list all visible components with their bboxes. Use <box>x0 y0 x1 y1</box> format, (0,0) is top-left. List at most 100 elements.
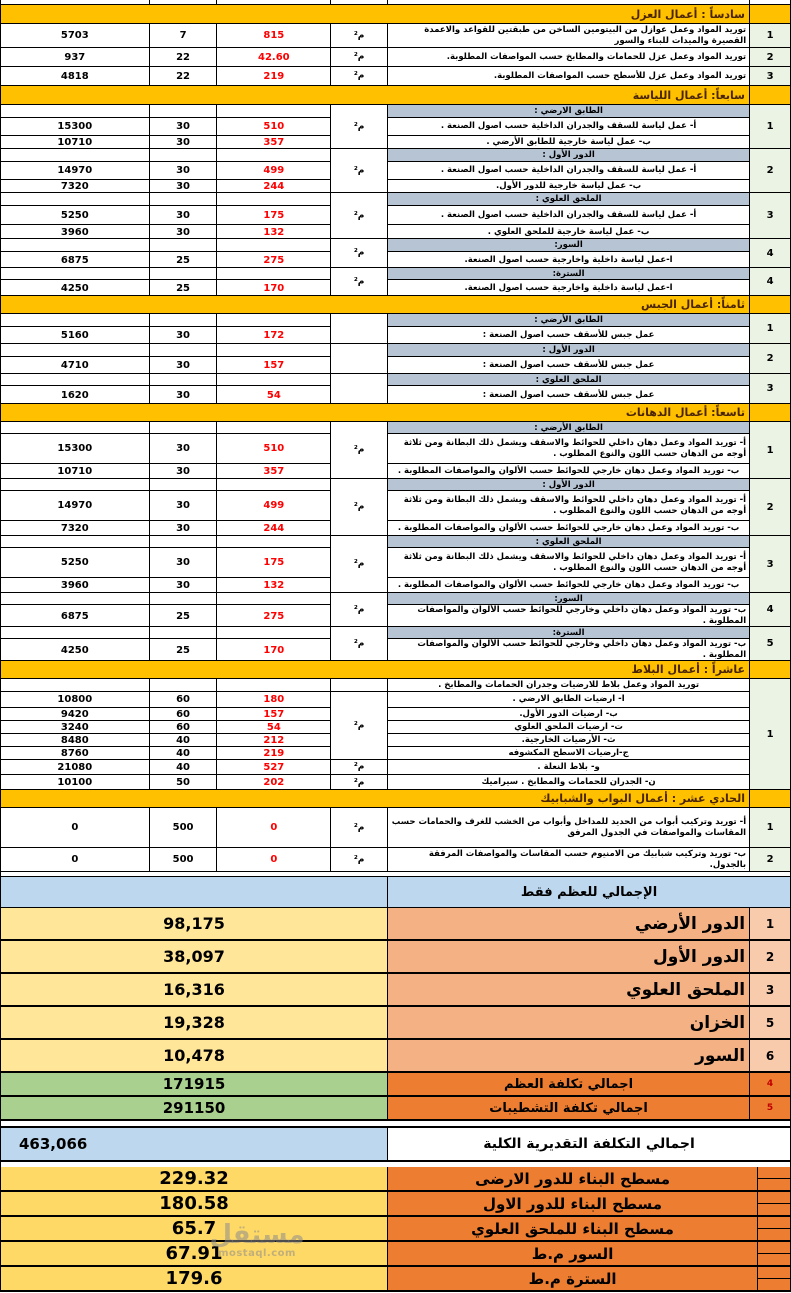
item-group: 2 الدور الأول : عمل جبس للأسقف حسب اصول ال… <box>1 344 790 374</box>
item-description: ن- الجدران للحمامات والمطابخ . سيراميك <box>481 777 656 788</box>
section-header-number-area <box>749 86 790 104</box>
unit-price-column: 25 <box>148 239 217 267</box>
section-header: ثامناً: أعمال الجبس <box>1 296 790 314</box>
description-column: السور: ب- توريد المواد وعمل دهان داخلي وخ… <box>387 593 750 626</box>
unit-price: 60 <box>149 721 217 734</box>
total: 5250 <box>1 548 149 578</box>
item-description: عمل جبس للأسقف حسب اصول الصنعة : <box>482 389 655 400</box>
empty-cell <box>149 479 217 491</box>
empty-cell <box>1 344 149 357</box>
summary-row-value: 38,097 <box>1 941 388 972</box>
mini-cell <box>758 1192 790 1204</box>
total: 4818 <box>60 70 89 82</box>
unit-price-column: 30 30 <box>148 105 217 148</box>
description-column: الملحق العلوي : أ- عمل لياسة للسقف والجدر… <box>387 193 750 238</box>
area-row: مسطح البناء للملحق العلوي 65.7 <box>1 1217 790 1242</box>
empty-cell <box>217 344 331 357</box>
summary-row: 6 السور 10,478 <box>1 1040 790 1073</box>
empty-cell <box>149 193 217 206</box>
quantity: 170 <box>263 644 285 656</box>
section-title: عاشراً : أعمال البلاط <box>631 663 745 676</box>
unit-price-column: 25 <box>148 268 217 295</box>
item-group: 1 الطابق الأرضي : أ- توريد المواد وعمل دها… <box>1 422 790 479</box>
item-description: عمل جبس للأسقف حسب اصول الصنعة : <box>482 360 655 371</box>
total: 6875 <box>60 610 89 622</box>
quantity: 527 <box>217 760 331 775</box>
section-header-number-area <box>749 661 790 678</box>
unit <box>330 344 387 373</box>
description-column: الدور الأول : أ- توريد المواد وعمل دهان د… <box>387 479 750 535</box>
unit: م² <box>330 848 387 871</box>
total: 21080 <box>1 760 149 775</box>
item-description: ب- توريد المواد وعمل دهان خارجي للحوائط … <box>397 466 740 477</box>
summary-row-number: 6 <box>749 1040 790 1071</box>
unit: م² <box>330 193 387 238</box>
cost-total-value: 291150 <box>1 1097 388 1119</box>
unit-price: 22 <box>148 48 217 66</box>
total: 0 <box>71 854 79 865</box>
unit: م² <box>330 627 387 660</box>
total: 5703 <box>60 30 89 41</box>
summary-row-label: السور <box>387 1040 750 1071</box>
quantity: 175 <box>217 206 331 225</box>
quantity-column: 275 <box>216 239 331 267</box>
description-column: السترة: ا-عمل لياسة داخلية واخارجية حسب ا… <box>387 268 750 295</box>
total: 8480 <box>1 734 149 747</box>
group-subheader: السترة: <box>388 268 750 280</box>
spacer-row <box>1 872 790 876</box>
total: 6875 <box>60 254 89 266</box>
area-value: 180.58 <box>1 1192 388 1215</box>
empty-cell <box>217 536 331 548</box>
summary-header-value-area <box>1 877 387 907</box>
item-description: أ- توريد المواد وعمل دهان داخلي للحوائط … <box>388 434 750 464</box>
total: 1620 <box>60 389 89 401</box>
section-header-number-area <box>749 790 790 807</box>
table-row: 2 ب- توريد وتركيب شبابيك من الامنيوم حسب … <box>1 848 790 872</box>
unit-price: 50 <box>176 777 190 788</box>
quantity: 244 <box>263 181 285 192</box>
unit-price-column: 25 <box>148 593 217 626</box>
grand-total-label: اجمالي التكلفة التقديرية الكلية <box>387 1128 790 1160</box>
spacer-row <box>1 1162 790 1167</box>
empty-cell <box>217 105 331 118</box>
row-number: 1 <box>749 422 790 478</box>
total: 10800 <box>1 692 149 708</box>
row-number: 4 <box>749 239 790 267</box>
item-group: 1 الطابق الارضي : أ- عمل لياسة للسقف والجد… <box>1 105 790 149</box>
empty-cell <box>217 239 331 252</box>
total: 10100 <box>57 777 93 788</box>
item-description: ب- توريد المواد وعمل دهان داخلي وخارجي ل… <box>417 605 747 626</box>
spacer-row <box>1 1121 790 1126</box>
total: 10710 <box>57 466 93 477</box>
quantity: 157 <box>217 708 331 721</box>
quantity: 170 <box>263 282 285 294</box>
total: 3960 <box>60 226 89 238</box>
total-column: 15300 10710 <box>1 422 149 478</box>
area-value: 65.7 <box>1 1217 388 1240</box>
quantity-column: 499 244 <box>216 149 331 192</box>
total-column: 6875 <box>1 593 149 626</box>
unit-price-column: 30 30 <box>148 422 217 478</box>
mini-rows <box>757 1192 790 1215</box>
unit-price-column: 30 30 <box>148 536 217 592</box>
quantity-column: 510 357 <box>216 105 331 148</box>
unit-price-column: 30 <box>148 344 217 373</box>
total: 5160 <box>60 330 89 341</box>
description-column: السترة: ب- توريد المواد وعمل دهان داخلي و… <box>387 627 750 660</box>
empty-cell <box>217 314 331 327</box>
empty-cell <box>217 193 331 206</box>
unit-price: 30 <box>176 137 190 148</box>
group-subheader: الملحق العلوي : <box>388 536 750 548</box>
summary-row: 5 الخزان 19,328 <box>1 1007 790 1040</box>
unit-price: 30 <box>149 491 217 521</box>
summary-row-number: 5 <box>749 1007 790 1038</box>
empty-cell <box>1 479 149 491</box>
quantity-column: 54 <box>216 374 331 403</box>
empty-cell <box>1 149 149 162</box>
total: 4710 <box>60 360 89 371</box>
section-title: ثامناً: أعمال الجبس <box>641 298 745 311</box>
unit: م² <box>330 536 387 592</box>
item-description: و- بلاط النعلة . <box>388 760 750 775</box>
unit: م² <box>330 808 387 847</box>
mini-cell <box>758 1254 790 1265</box>
